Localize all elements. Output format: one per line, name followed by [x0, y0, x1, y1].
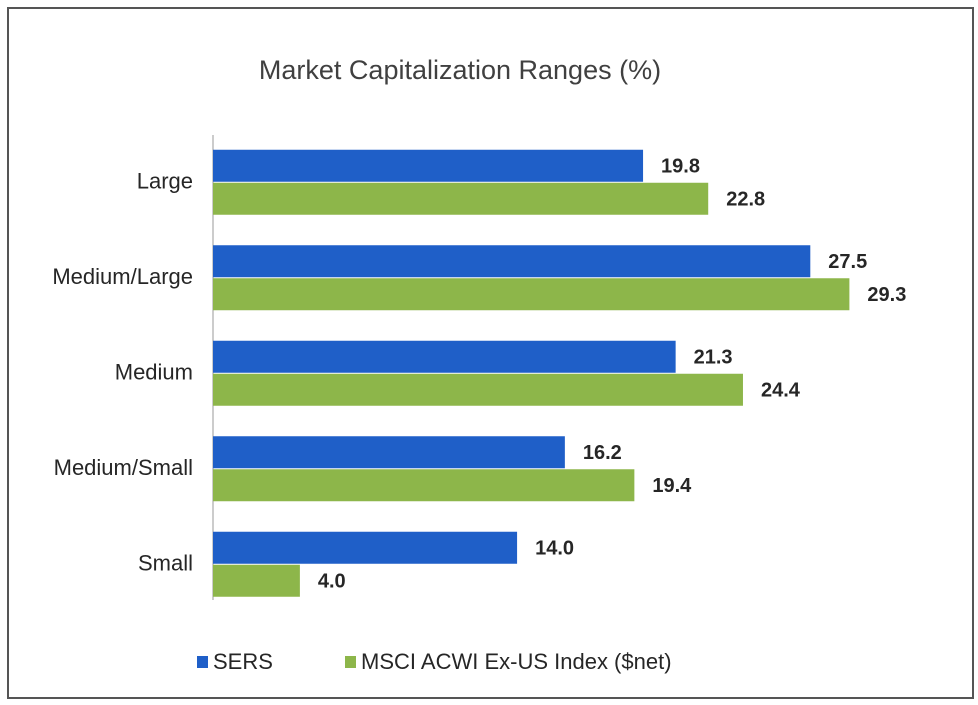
legend-swatch [197, 656, 208, 668]
bar [213, 564, 300, 597]
bar [213, 278, 850, 311]
legend-swatch [345, 656, 356, 668]
legend-label: SERS [213, 649, 273, 674]
bar [213, 340, 676, 373]
value-label: 27.5 [828, 251, 867, 273]
value-label: 21.3 [694, 347, 733, 369]
value-label: 14.0 [535, 538, 574, 560]
bar [213, 436, 565, 469]
y-tick-label: Medium/Small [54, 455, 193, 480]
value-label: 4.0 [318, 571, 346, 593]
value-label: 24.4 [761, 380, 801, 402]
y-tick-label: Small [138, 551, 193, 576]
legend-label: MSCI ACWI Ex-US Index ($net) [361, 649, 672, 674]
bar [213, 149, 644, 182]
value-label: 19.4 [652, 475, 692, 497]
value-label: 19.8 [661, 156, 700, 178]
chart-title: Market Capitalization Ranges (%) [259, 55, 661, 85]
y-tick-label: Medium/Large [52, 264, 193, 289]
value-label: 29.3 [867, 284, 906, 306]
bar [213, 182, 709, 215]
bar [213, 469, 635, 502]
y-tick-label: Large [137, 169, 193, 194]
value-label: 22.8 [726, 189, 765, 211]
bar [213, 531, 518, 564]
bar [213, 245, 811, 278]
bar [213, 373, 743, 406]
value-label: 16.2 [583, 442, 622, 464]
y-tick-label: Medium [115, 360, 193, 385]
